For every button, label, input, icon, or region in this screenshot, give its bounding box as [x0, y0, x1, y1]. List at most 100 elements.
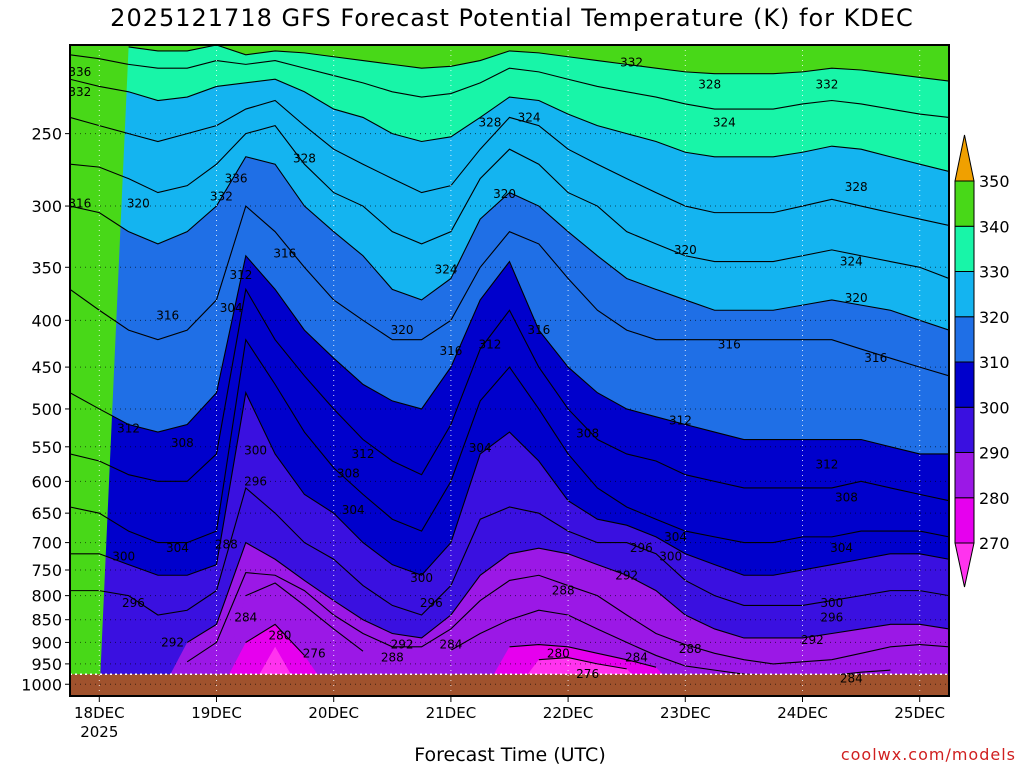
page-title: 2025121718 GFS Forecast Potential Temper… — [110, 4, 914, 32]
contour-label: 312 — [479, 337, 502, 351]
isentrope-276 — [538, 657, 627, 670]
contour-label: 304 — [830, 541, 853, 555]
contour-label: 316 — [864, 351, 887, 365]
contour-label: 292 — [801, 633, 824, 647]
contour-label: 284 — [439, 638, 462, 652]
y-tick-label: 850 — [31, 611, 62, 630]
y-tick-label: 300 — [31, 197, 62, 216]
contour-label: 316 — [527, 323, 550, 337]
contour-label: 292 — [615, 568, 638, 582]
contour-label: 324 — [713, 115, 736, 129]
y-tick-label: 550 — [31, 438, 62, 457]
contour-label: 312 — [117, 421, 140, 435]
y-tick-label: 600 — [31, 472, 62, 491]
contour-label: 316 — [273, 246, 296, 260]
colorbar-segment — [954, 452, 975, 499]
x-tick-label: 20DEC — [308, 704, 359, 722]
contour-label: 336 — [225, 172, 248, 186]
contour-label: 288 — [215, 537, 238, 551]
contour-label: 292 — [391, 638, 414, 652]
contour-label: 312 — [229, 268, 252, 282]
contour-label: 304 — [469, 441, 492, 455]
y-tick-label: 250 — [31, 125, 62, 144]
contour-label: 320 — [127, 196, 150, 210]
x-tick-year: 2025 — [80, 723, 118, 741]
contour-label: 328 — [479, 115, 502, 129]
colorbar-segment — [954, 316, 975, 363]
contour-label: 332 — [620, 55, 643, 69]
colorbar-max-arrow — [954, 134, 975, 182]
contour-label: 308 — [337, 466, 360, 480]
isentrope-300 — [70, 390, 949, 576]
y-tick-label: 350 — [31, 258, 62, 277]
contour-label: 320 — [493, 187, 516, 201]
x-tick-label: 19DEC — [191, 704, 242, 722]
y-tick-label: 700 — [31, 534, 62, 553]
x-axis-title: Forecast Time (UTC) — [414, 744, 606, 766]
colorbar-label: 350 — [979, 172, 1010, 191]
colorbar-label: 330 — [979, 263, 1010, 282]
y-tick-label: 650 — [31, 504, 62, 523]
contour-label: 296 — [420, 596, 443, 610]
isentrope-332 — [70, 78, 949, 173]
isentrope-308 — [70, 287, 949, 502]
contour-label: 288 — [679, 642, 702, 656]
contour-label: 312 — [815, 457, 838, 471]
contour-label: 300 — [244, 443, 267, 457]
contour-label: 328 — [698, 78, 721, 92]
contour-label: 300 — [820, 596, 843, 610]
colorbar-label: 310 — [979, 353, 1010, 372]
contour-label: 284 — [625, 651, 648, 665]
site-credit[interactable]: coolwx.com/models — [840, 745, 1016, 764]
ground-surface — [70, 674, 949, 696]
contour-label: 324 — [435, 263, 458, 277]
contour-label: 300 — [410, 571, 433, 585]
contour-label: 276 — [303, 646, 326, 660]
contour-label: 332 — [210, 190, 233, 204]
colorbar-segment — [954, 271, 975, 318]
contour-label: 296 — [820, 610, 843, 624]
contour-label: 312 — [352, 447, 375, 461]
contour-label: 332 — [815, 78, 838, 92]
contour-label: 324 — [518, 110, 541, 124]
colorbar-min-arrow — [954, 542, 975, 588]
contour-label: 336 — [68, 65, 91, 79]
colorbar-segment — [954, 406, 975, 453]
contour-label: 284 — [840, 671, 863, 685]
contour-label: 316 — [68, 196, 91, 210]
contour-label: 332 — [68, 85, 91, 99]
contour-label: 304 — [664, 530, 687, 544]
contour-label: 316 — [439, 344, 462, 358]
x-tick-label: 25DEC — [894, 704, 945, 722]
colorbar-label: 300 — [979, 398, 1010, 417]
contour-label: 288 — [552, 584, 575, 598]
plot-frame — [69, 44, 950, 697]
colorbar-label: 320 — [979, 308, 1010, 327]
contour-label: 300 — [112, 550, 135, 564]
colorbar-label: 270 — [979, 534, 1010, 553]
isentrope-292 — [186, 541, 949, 643]
colorbar-segment — [954, 180, 975, 227]
contour-label: 304 — [220, 301, 243, 315]
contour-label: 280 — [269, 629, 292, 643]
contour-label: 296 — [122, 596, 145, 610]
isentrope-340 — [128, 45, 949, 82]
contour-label: 316 — [718, 337, 741, 351]
colorbar-label: 280 — [979, 489, 1010, 508]
contour-label: 320 — [845, 291, 868, 305]
contour-label: 300 — [659, 550, 682, 564]
contour-label: 296 — [244, 474, 267, 488]
y-tick-label: 450 — [31, 358, 62, 377]
contour-label: 320 — [391, 323, 414, 337]
contour-label: 280 — [547, 646, 570, 660]
y-tick-label: 950 — [31, 655, 62, 674]
isentrope-312 — [70, 254, 949, 455]
x-tick-label: 24DEC — [777, 704, 828, 722]
colorbar-segment — [954, 225, 975, 272]
y-tick-label: 900 — [31, 633, 62, 652]
isentrope-316 — [70, 205, 949, 377]
contour-label: 312 — [669, 414, 692, 428]
contour-label: 308 — [171, 436, 194, 450]
contour-label: 316 — [156, 308, 179, 322]
